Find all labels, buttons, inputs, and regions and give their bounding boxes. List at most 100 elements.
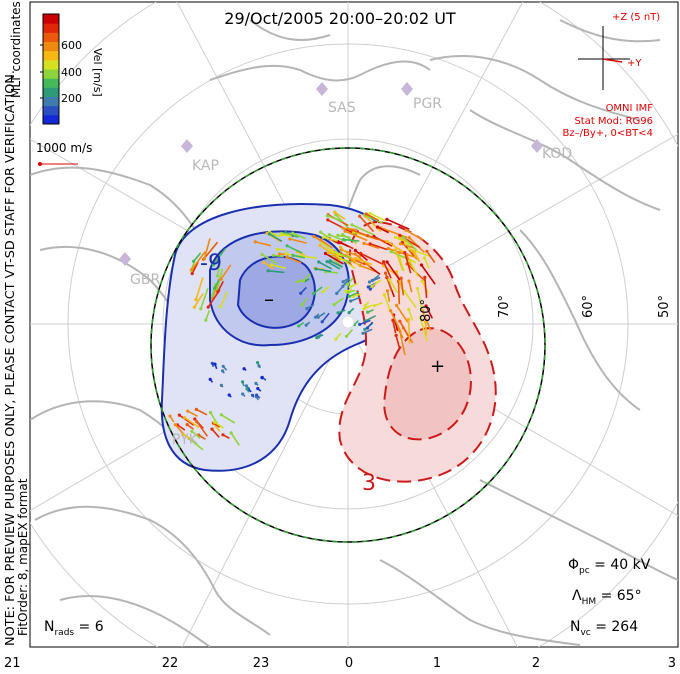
colorbar-segment [43, 41, 59, 52]
velocity-vector-origin [291, 253, 295, 257]
lambda-subscript: HM [582, 597, 597, 607]
velocity-vector-origin [300, 303, 304, 307]
velocity-vector [369, 212, 386, 222]
velocity-vector-origin [347, 294, 351, 298]
velocity-vector [398, 257, 405, 272]
hm-boundary-dashes [150, 147, 546, 543]
colorbar-segment [43, 114, 59, 125]
velocity-vector-origin [383, 271, 388, 275]
velocity-vector [292, 232, 307, 240]
velocity-vector-origin [315, 336, 319, 340]
potential-maximum-mark: + [430, 356, 445, 377]
velocity-vector [365, 215, 382, 232]
velocity-vector [269, 231, 280, 238]
colorbar-segment [43, 96, 59, 107]
velocity-vector [315, 268, 332, 273]
velocity-vector [327, 215, 344, 223]
nrads-value: = 6 [74, 619, 104, 635]
velocity-vector-origin [295, 280, 300, 284]
velocity-vector-origin [372, 304, 376, 308]
velocity-vector-origin [318, 243, 322, 247]
stat-model: Stat Mod: RG96 [574, 116, 653, 127]
site-label-sas: SAS [328, 100, 356, 116]
velocity-vector [292, 254, 305, 259]
velocity-vector-origin [365, 326, 370, 330]
velocity-vector-origin [387, 278, 392, 282]
velocity-vector-origin [221, 369, 225, 373]
negative-potential-cell [160, 203, 407, 472]
velocity-vector [289, 238, 307, 244]
velocity-vector [423, 257, 430, 269]
velocity-vector-origin [336, 233, 340, 237]
velocity-vector [343, 238, 360, 242]
hm-latitude: ΛHM = 65° [572, 588, 642, 607]
velocity-vector-origin [407, 279, 411, 283]
velocity-vector [351, 229, 378, 240]
velocity-vector-origin [368, 287, 372, 291]
velocity-vector-origin [354, 256, 358, 261]
velocity-vector-origin [256, 361, 260, 365]
magnetic-pole [341, 315, 355, 329]
velocity-vector-origin [375, 225, 380, 229]
phi-symbol: Φ [568, 557, 579, 573]
velocity-vector [263, 261, 274, 270]
coordinates-label: MLT coordinates [9, 1, 23, 98]
velocity-vector [312, 286, 323, 295]
velocity-vector [202, 241, 219, 260]
negative-contour-label: -9 [200, 251, 222, 276]
velocity-vector-origin [382, 260, 386, 264]
velocity-vector-origin [343, 229, 347, 233]
velocity-vector-origin [221, 433, 225, 437]
velocity-vector-origin [297, 324, 301, 328]
colorbar-segment [43, 69, 59, 79]
velocity-vector-origin [320, 320, 324, 324]
velocity-vector-origin [423, 320, 428, 324]
velocity-vector-origin [194, 298, 198, 302]
velocity-vector [340, 246, 361, 268]
velocity-vector-origin [190, 429, 194, 433]
velocity-vector [325, 252, 344, 265]
velocity-vector-origin [192, 305, 196, 309]
velocity-vector-origin [241, 380, 245, 384]
velocity-vector-origin [304, 323, 308, 327]
site-label-pyk: PYK [172, 432, 199, 448]
velocity-vector [268, 270, 285, 274]
velocity-vector-origin [385, 289, 390, 293]
velocity-colorbar [42, 13, 60, 125]
nrads-symbol: N [44, 619, 54, 635]
velocity-vector-origin [353, 248, 357, 252]
velocity-vector [203, 238, 211, 259]
velocity-vector-origin [325, 260, 329, 264]
velocity-vector [255, 241, 272, 247]
velocity-vector-origin [266, 269, 270, 273]
vector-count: Nvc = 264 [570, 619, 638, 638]
velocity-vector-origin [361, 331, 365, 335]
velocity-vector [192, 252, 202, 262]
velocity-vector [212, 248, 226, 266]
potential-minimum-mark: – [264, 287, 274, 311]
velocity-vector-origin [253, 240, 257, 244]
velocity-vector [407, 319, 411, 344]
velocity-vector-origin [279, 233, 283, 237]
velocity-vector-origin [385, 217, 389, 221]
velocity-vector-origin [256, 386, 260, 391]
velocity-vector-origin [262, 260, 266, 264]
velocity-vector [409, 260, 419, 277]
velocity-vector [359, 215, 375, 233]
velocity-vector [386, 218, 410, 230]
velocity-vector-origin [419, 263, 424, 267]
velocity-vector [343, 227, 358, 231]
velocity-vector-origin [323, 251, 328, 256]
velocity-vector-origin [321, 235, 325, 239]
velocity-vector [220, 264, 232, 280]
velocity-vector [319, 244, 334, 255]
velocity-vector-origin [319, 230, 323, 234]
velocity-vector-origin [398, 319, 402, 323]
velocity-vector [383, 294, 392, 313]
velocity-vector-origin [341, 284, 345, 288]
colorbar-segment [43, 14, 59, 24]
velocity-vector-origin [227, 393, 231, 397]
velocity-vector-origin [269, 263, 274, 267]
velocity-vector-origin [403, 251, 407, 255]
velocity-vector-origin [416, 287, 420, 291]
